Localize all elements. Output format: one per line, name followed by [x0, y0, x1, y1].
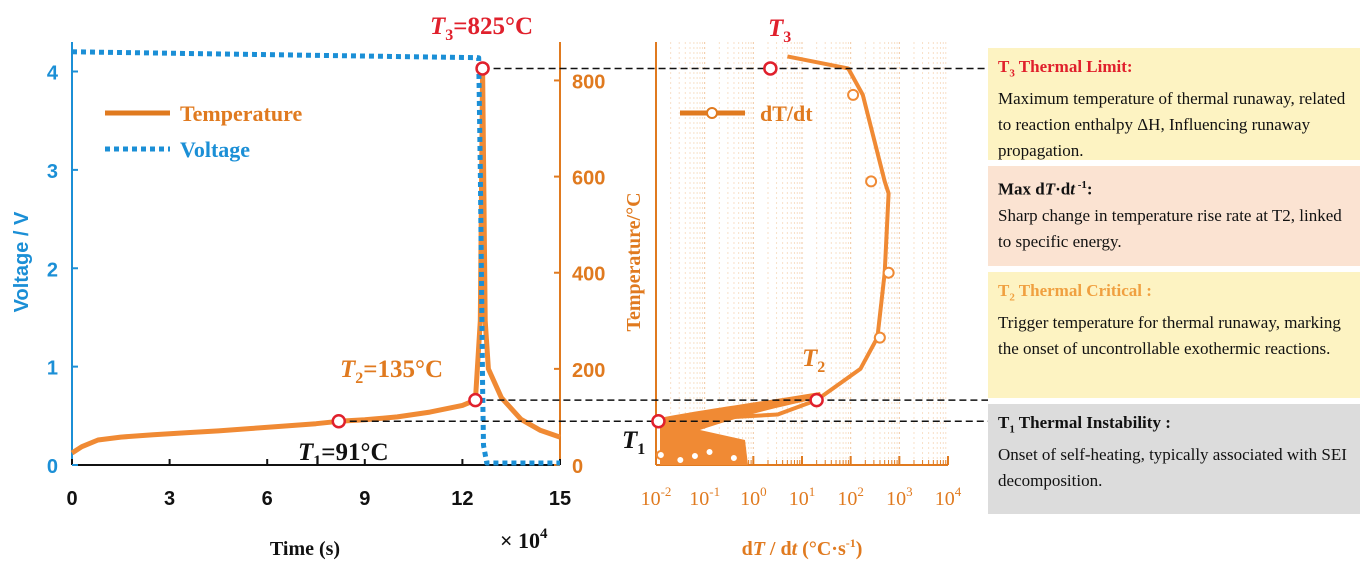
rate-marker-small	[689, 451, 700, 461]
rate-noise-region	[660, 392, 822, 465]
rate-tick-label: 103	[886, 484, 913, 510]
rate-tick-label: 101	[789, 484, 816, 510]
box-max-body: Sharp change in temperature rise rate at…	[998, 205, 1342, 251]
voltage-tick-label: 1	[47, 358, 58, 380]
rate-marker-small	[728, 453, 739, 463]
box-max-rate: Max dT·dt -1: Sharp change in temperatur…	[988, 166, 1360, 266]
rate-tick-label: 10-1	[689, 484, 720, 510]
rate-tick-label: 102	[837, 484, 864, 510]
temperature-tick-label: 200	[572, 360, 605, 382]
time-axis-title: Time (s)	[270, 538, 340, 560]
voltage-tick-label: 0	[47, 456, 58, 478]
time-tick-label: 15	[549, 488, 571, 510]
box-t1-title-sub: 1	[1009, 423, 1015, 436]
voltage-tick-label: 3	[47, 161, 58, 183]
box-t2-title-text: Thermal Critical :	[1014, 281, 1152, 300]
rate-tick-label: 10-2	[641, 484, 672, 510]
box-t3-title-sub: 3	[1009, 67, 1015, 80]
rate-label-t1: T1	[622, 427, 645, 458]
rate-marker	[847, 88, 860, 101]
rate-marker-t3	[763, 61, 778, 76]
marker-t1	[331, 414, 347, 429]
box-t3-title-text: Thermal Limit:	[1014, 57, 1133, 76]
rate-label-t3: T3	[768, 15, 791, 46]
voltage-axis-title: Voltage / V	[11, 211, 33, 312]
box-t1-body: Onset of self-heating, typically associa…	[998, 445, 1347, 491]
rate-tick-label: 100	[740, 484, 767, 510]
time-tick-label: 6	[262, 488, 273, 510]
box-max-title-rest: :	[1086, 179, 1093, 199]
rate-axis-title: dT / dt (°C·s-1)	[742, 536, 863, 560]
box-t2-thermal-critical: T2 Thermal Critical : Trigger temperatur…	[988, 272, 1360, 398]
temperature-tick-label: 0	[572, 456, 583, 478]
legend-voltage-label: Voltage	[180, 137, 250, 162]
label-t3: T3=825°C	[430, 13, 533, 44]
temperature-axis-title: Temperature/°C	[623, 192, 645, 331]
box-t2-body: Trigger temperature for thermal runaway,…	[998, 313, 1341, 359]
time-axis-multiplier: × 104	[500, 526, 548, 553]
box-max-title-sup: -1	[1075, 179, 1087, 191]
voltage-tick-label: 2	[47, 259, 58, 281]
label-t1: T1=91°C	[298, 439, 389, 470]
rate-marker-t2	[809, 392, 824, 408]
box-max-title-var: T	[1044, 179, 1056, 199]
rate-marker-small	[675, 455, 686, 465]
box-t3-thermal-limit: T3 Thermal Limit: Maximum temperature of…	[988, 48, 1360, 160]
box-t3-body: Maximum temperature of thermal runaway, …	[998, 89, 1346, 161]
box-t3-title: T3 Thermal Limit:	[998, 54, 1350, 86]
box-t1-thermal-instability: T1 Thermal Instability : Onset of self-h…	[988, 404, 1360, 514]
legend-rate-marker	[706, 107, 718, 119]
rate-label-t2: T2	[802, 345, 825, 376]
time-tick-label: 9	[359, 488, 370, 510]
box-t1-title: T1 Thermal Instability :	[998, 410, 1350, 442]
box-t1-title-text: Thermal Instability :	[1014, 413, 1171, 432]
label-t2: T2=135°C	[340, 356, 443, 387]
box-t1-title-var: T	[998, 413, 1010, 432]
box-max-title-a: Max d	[998, 179, 1045, 199]
box-max-title-var2: t	[1070, 179, 1075, 199]
temperature-tick-label: 400	[572, 264, 605, 286]
marker-t2	[468, 392, 483, 408]
rate-marker	[882, 266, 895, 279]
voltage-series-line	[71, 49, 560, 466]
time-tick-label: 12	[451, 488, 473, 510]
rate-tick-label: 104	[935, 484, 962, 510]
box-t2-title-sub: 2	[1009, 291, 1015, 304]
temperature-tick-label: 600	[572, 168, 605, 190]
temperature-series-line	[70, 65, 561, 456]
legend-temperature-label: Temperature	[180, 101, 302, 126]
box-t2-title: T2 Thermal Critical :	[998, 278, 1350, 310]
rate-marker-t1	[651, 414, 666, 429]
rate-marker	[873, 331, 886, 344]
legend-rate-label: dT/dt	[760, 101, 813, 126]
box-max-title: Max dT·dt -1:	[998, 172, 1350, 203]
box-t3-title-var: T	[998, 57, 1010, 76]
time-tick-label: 0	[66, 488, 77, 510]
rate-marker-small	[704, 447, 715, 457]
voltage-tick-label: 4	[47, 63, 59, 85]
rate-marker-small	[655, 450, 666, 460]
rate-marker	[865, 175, 878, 188]
temperature-tick-label: 800	[572, 71, 605, 93]
box-t2-title-var: T	[998, 281, 1010, 300]
box-max-title-mid: ·d	[1055, 179, 1071, 199]
marker-t3	[475, 61, 490, 76]
time-tick-label: 3	[164, 488, 175, 510]
